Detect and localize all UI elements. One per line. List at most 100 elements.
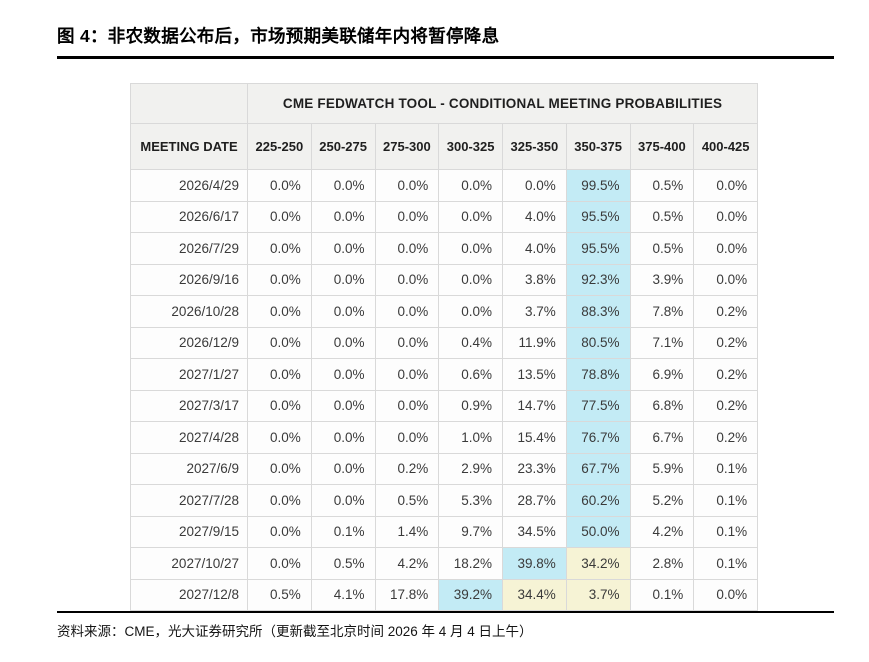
probability-cell: 0.2% <box>693 421 759 454</box>
probability-cell: 0.1% <box>693 515 759 548</box>
probability-cell: 0.0% <box>310 421 376 454</box>
probability-cell: 0.0% <box>310 263 376 296</box>
table-row: 2027/10/27 0.0% 0.5% 4.2% 18.2% 39.8% 34.2% 2.8… <box>130 547 759 580</box>
probability-cell: 5.2% <box>629 484 695 517</box>
probability-cell: 6.8% <box>629 389 695 422</box>
probability-cell: 0.0% <box>247 232 312 265</box>
probability-cell: 0.0% <box>310 169 376 202</box>
table-row: 2027/12/8 0.5% 4.1% 17.8% 39.2% 34.4% 3.7% 0.1%… <box>130 578 759 611</box>
probability-cell: 0.5% <box>374 484 440 517</box>
probability-cell: 0.0% <box>310 484 376 517</box>
meeting-date-cell: 2027/3/17 <box>130 389 248 422</box>
meeting-date-cell: 2026/4/29 <box>130 169 248 202</box>
probability-cell: 0.5% <box>629 232 695 265</box>
probability-cell: 0.6% <box>438 358 503 391</box>
probability-cell: 3.8% <box>502 263 567 296</box>
meeting-date-cell: 2027/9/15 <box>130 515 248 548</box>
probability-cell: 2.9% <box>438 452 503 485</box>
rate-range-header: 325-350 <box>502 123 567 170</box>
probability-cell: 0.0% <box>374 263 440 296</box>
probability-cell: 3.9% <box>629 263 695 296</box>
probability-cell: 28.7% <box>502 484 567 517</box>
probability-cell: 0.2% <box>374 452 440 485</box>
probability-cell: 0.5% <box>629 200 695 233</box>
probability-cell: 0.2% <box>693 295 759 328</box>
probability-cell: 0.0% <box>247 484 312 517</box>
probability-cell: 99.5% <box>565 169 631 202</box>
probability-cell: 78.8% <box>565 358 631 391</box>
probability-cell: 95.5% <box>565 200 631 233</box>
probability-cell: 0.2% <box>693 358 759 391</box>
probability-cell: 50.0% <box>565 515 631 548</box>
probability-cell: 0.0% <box>374 200 440 233</box>
probability-cell: 4.1% <box>310 578 376 611</box>
meeting-date-cell: 2026/10/28 <box>130 295 248 328</box>
meeting-date-cell: 2026/12/9 <box>130 326 248 359</box>
meeting-date-cell: 2026/7/29 <box>130 232 248 265</box>
probability-cell: 0.0% <box>247 169 312 202</box>
meeting-date-cell: 2027/12/8 <box>130 578 248 611</box>
probability-cell: 0.0% <box>247 547 312 580</box>
probability-cell: 0.0% <box>693 263 759 296</box>
probability-cell: 0.0% <box>693 578 759 611</box>
table-title: CME FEDWATCH TOOL - CONDITIONAL MEETING … <box>246 83 759 124</box>
probability-cell: 2.8% <box>629 547 695 580</box>
table-row: 2026/6/17 0.0% 0.0% 0.0% 0.0% 4.0% 95.5% 0.5% 0.… <box>130 200 759 233</box>
probability-cell: 15.4% <box>502 421 567 454</box>
table-row: 2027/7/28 0.0% 0.0% 0.5% 5.3% 28.7% 60.2% 5.2% 0… <box>130 484 759 517</box>
probability-cell: 0.0% <box>438 295 503 328</box>
probability-cell: 80.5% <box>565 326 631 359</box>
probability-cell: 1.0% <box>438 421 503 454</box>
probability-cell: 6.7% <box>629 421 695 454</box>
rate-range-header: 375-400 <box>629 123 695 170</box>
rate-range-header: 350-375 <box>565 123 631 170</box>
meeting-date-cell: 2027/10/27 <box>130 547 248 580</box>
table-row: 2026/4/29 0.0% 0.0% 0.0% 0.0% 0.0% 99.5% 0.5% 0.… <box>130 169 759 202</box>
probability-cell: 0.0% <box>247 200 312 233</box>
probability-cell: 0.9% <box>438 389 503 422</box>
meeting-date-cell: 2026/9/16 <box>130 263 248 296</box>
probability-cell: 67.7% <box>565 452 631 485</box>
probability-cell: 0.1% <box>693 484 759 517</box>
probability-cell: 60.2% <box>565 484 631 517</box>
probability-cell: 23.3% <box>502 452 567 485</box>
probability-cell: 0.5% <box>310 547 376 580</box>
probability-cell: 6.9% <box>629 358 695 391</box>
probability-cell: 0.0% <box>693 200 759 233</box>
probability-cell: 18.2% <box>438 547 503 580</box>
probability-cell: 0.0% <box>374 421 440 454</box>
probability-cell: 76.7% <box>565 421 631 454</box>
meeting-date-cell: 2027/1/27 <box>130 358 248 391</box>
rate-range-header: 300-325 <box>438 123 503 170</box>
probability-cell: 0.0% <box>693 232 759 265</box>
probability-cell: 5.9% <box>629 452 695 485</box>
table-row: 2027/1/27 0.0% 0.0% 0.0% 0.6% 13.5% 78.8% 6.9% 0… <box>130 358 759 391</box>
table-row: 2026/7/29 0.0% 0.0% 0.0% 0.0% 4.0% 95.5% 0.5% 0.… <box>130 232 759 265</box>
probability-cell: 7.1% <box>629 326 695 359</box>
probability-cell: 0.5% <box>247 578 312 611</box>
probability-cell: 0.0% <box>374 326 440 359</box>
probability-cell: 34.4% <box>502 578 567 611</box>
meeting-date-cell: 2027/7/28 <box>130 484 248 517</box>
probability-cell: 0.5% <box>629 169 695 202</box>
probability-cell: 34.5% <box>502 515 567 548</box>
table-row: 2026/12/9 0.0% 0.0% 0.0% 0.4% 11.9% 80.5% 7.1% 0… <box>130 326 759 359</box>
probability-cell: 5.3% <box>438 484 503 517</box>
probability-cell: 11.9% <box>502 326 567 359</box>
meeting-date-cell: 2026/6/17 <box>130 200 248 233</box>
title-divider-line <box>57 56 834 59</box>
probability-cell: 0.0% <box>438 200 503 233</box>
probability-cell: 0.0% <box>310 295 376 328</box>
table-row: 2027/3/17 0.0% 0.0% 0.0% 0.9% 14.7% 77.5% 6.8% 0… <box>130 389 759 422</box>
table-row: 2026/9/16 0.0% 0.0% 0.0% 0.0% 3.8% 92.3% 3.9% 0.… <box>130 263 759 296</box>
probability-cell: 0.0% <box>374 389 440 422</box>
fedwatch-table-container: CME FEDWATCH TOOL - CONDITIONAL MEETING … <box>130 83 759 611</box>
probability-cell: 0.0% <box>310 232 376 265</box>
probability-cell: 0.0% <box>247 515 312 548</box>
meeting-date-cell: 2027/4/28 <box>130 421 248 454</box>
table-row: 2026/10/28 0.0% 0.0% 0.0% 0.0% 3.7% 88.3% 7.8% 0… <box>130 295 759 328</box>
probability-cell: 39.2% <box>438 578 503 611</box>
column-header-row: MEETING DATE 225-250 250-275 275-300 300-32… <box>130 123 759 170</box>
rate-range-header: 275-300 <box>374 123 440 170</box>
probability-cell: 0.0% <box>310 358 376 391</box>
